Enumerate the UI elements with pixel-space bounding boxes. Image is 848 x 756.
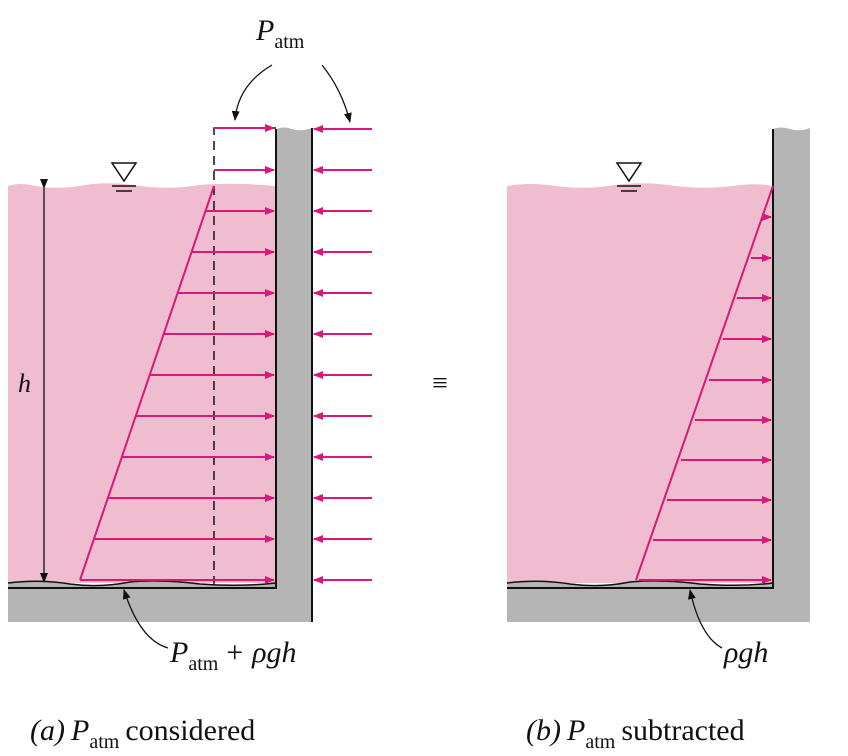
patm-label-top: Patm [255, 14, 305, 53]
panel-a: h [7, 64, 372, 649]
bottom-label-b: ρgh [723, 636, 768, 669]
patm-leader-left [231, 64, 273, 121]
atm-arrows-outside [313, 125, 372, 584]
depth-label: h [18, 369, 31, 398]
pressure-profile-line-a [79, 185, 215, 581]
equivalence-sign: ≡ [432, 368, 448, 399]
ground-a [8, 580, 312, 622]
pressure-arrows-gage [639, 213, 772, 584]
ground-b [507, 580, 810, 622]
water-region-b [507, 183, 773, 583]
bottom-a-leader [122, 589, 169, 649]
patm-leader-right [321, 64, 352, 123]
water-region-a [8, 183, 276, 583]
bottom-b-leader [688, 589, 723, 649]
caption-b: (b) Patm subtracted [526, 714, 745, 753]
wall-b [773, 127, 810, 622]
free-surface-icon [110, 162, 138, 192]
free-surface-icon [615, 162, 643, 192]
pressure-arrows-water-side [80, 124, 275, 584]
caption-a: (a) Patm considered [30, 714, 255, 753]
wall-a [276, 127, 312, 622]
panel-b [506, 127, 810, 649]
bottom-label-a: Patm + ρgh [169, 636, 296, 675]
pressure-profile-line-b [635, 185, 774, 581]
